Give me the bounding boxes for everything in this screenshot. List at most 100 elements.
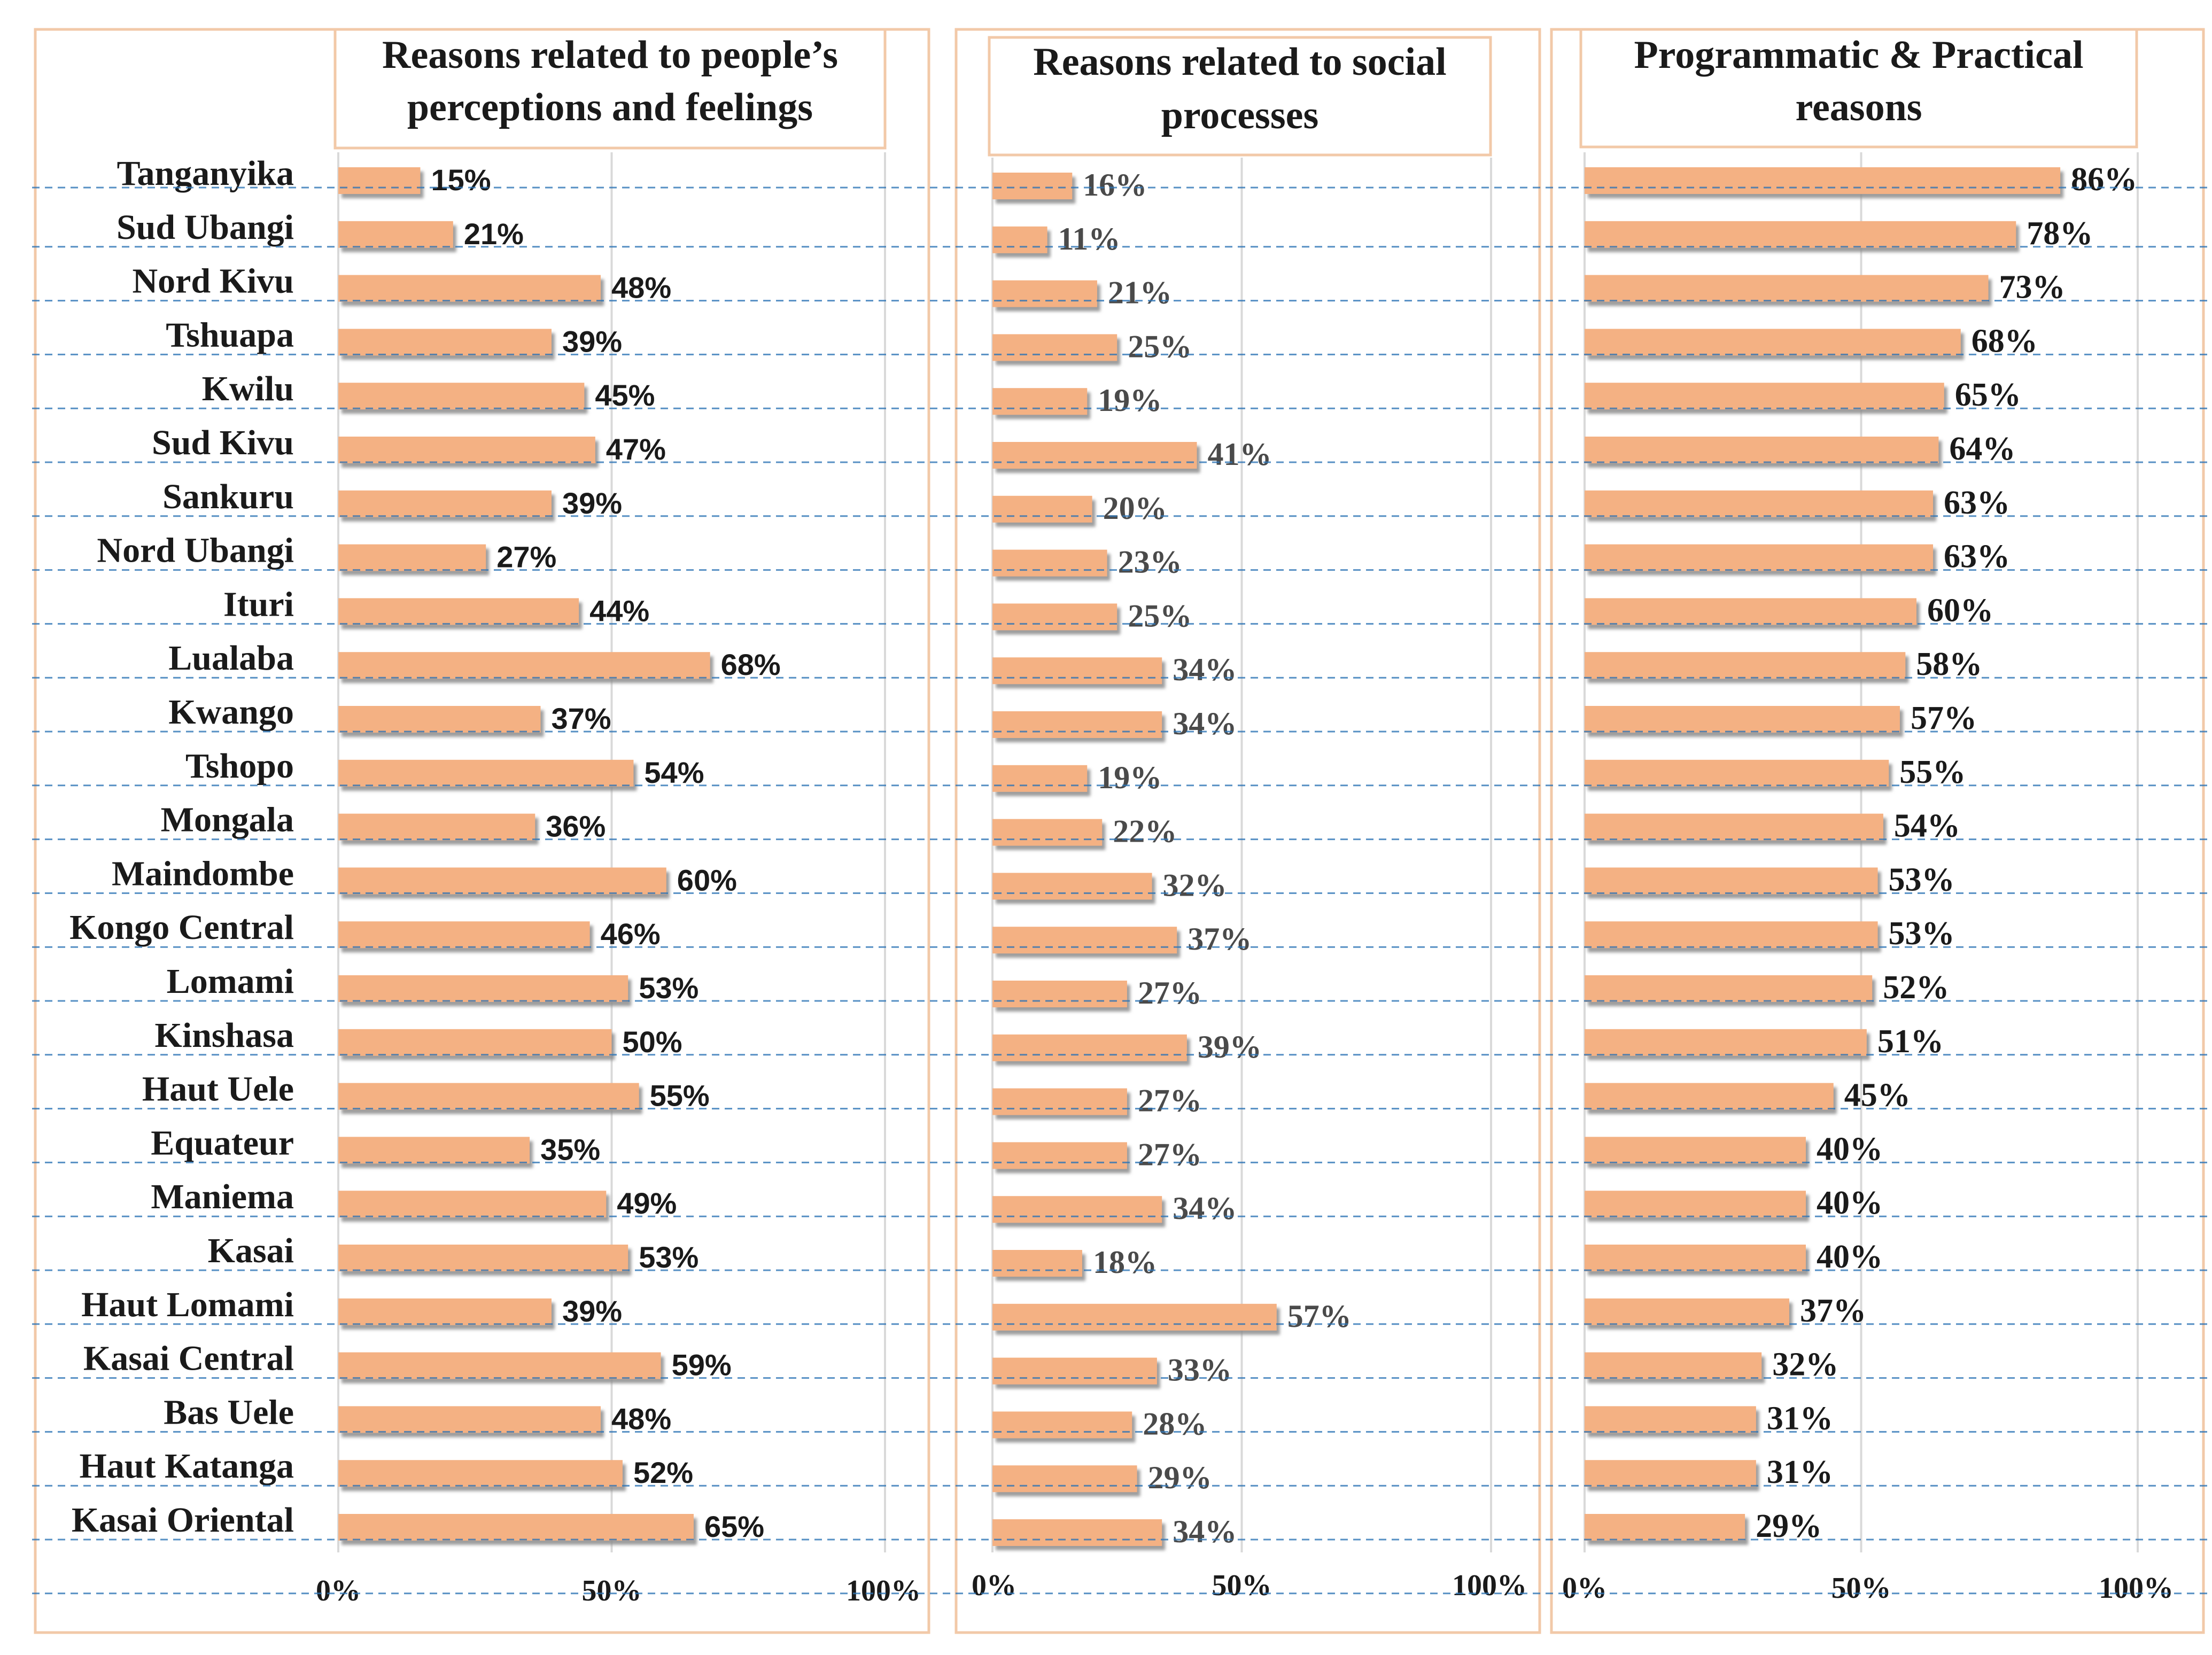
chart-title-line: processes: [1161, 94, 1319, 137]
bar-value-label: 16%: [1083, 167, 1147, 203]
bar: [992, 1034, 1187, 1061]
category-label: Nord Ubangi: [97, 531, 294, 570]
bar: [338, 867, 666, 895]
bar-value-label: 54%: [644, 756, 704, 789]
bar-value-label: 18%: [1093, 1245, 1157, 1280]
bar: [338, 1029, 612, 1056]
bar: [992, 873, 1152, 900]
bar: [338, 652, 710, 679]
bar: [338, 759, 634, 787]
bar-value-label: 41%: [1208, 437, 1272, 472]
bar-value-label: 25%: [1128, 329, 1192, 364]
bar: [1585, 921, 1878, 949]
bar-value-label: 29%: [1148, 1460, 1212, 1495]
bar: [1585, 1137, 1806, 1164]
bar: [338, 544, 486, 571]
bar-value-label: 36%: [546, 810, 606, 843]
category-label: Ituri: [223, 585, 294, 624]
bar-value-label: 47%: [606, 432, 666, 466]
chart-panel-3: Programmatic & Practical reasons 86% 78% 73%…: [1550, 28, 2205, 1634]
bar-value-label: 63%: [1944, 539, 2010, 575]
bar-value-label: 53%: [639, 1240, 698, 1274]
bar: [992, 442, 1197, 469]
bar-value-label: 39%: [562, 486, 622, 520]
category-label: Sud Kivu: [152, 423, 294, 462]
bar-value-label: 27%: [1138, 1137, 1202, 1172]
bar: [992, 1465, 1137, 1493]
bar: [1585, 975, 1873, 1002]
bar-value-label: 59%: [672, 1348, 732, 1382]
bar-value-label: 60%: [677, 863, 737, 897]
bar: [992, 1519, 1162, 1546]
bar-value-label: 11%: [1058, 221, 1121, 257]
panel-frame: [954, 28, 1541, 1634]
x-tick-label: 100%: [1452, 1569, 1527, 1602]
bar-value-label: 68%: [721, 648, 781, 681]
x-tick-label: 0%: [1562, 1572, 1607, 1605]
bar-value-label: 35%: [540, 1132, 600, 1166]
bar-value-label: 44%: [589, 594, 649, 627]
bar: [992, 226, 1047, 253]
bar: [338, 1406, 601, 1433]
bar: [1585, 759, 1889, 787]
category-label: Haut Uele: [142, 1070, 294, 1109]
bar: [992, 1303, 1277, 1331]
chart-title-line: Reasons related to people’s: [382, 33, 838, 77]
bar-value-label: 40%: [1817, 1185, 1883, 1221]
bar: [1585, 383, 1944, 410]
bar: [992, 173, 1073, 199]
x-tick-label: 50%: [582, 1574, 642, 1607]
category-label: Kasai Central: [83, 1339, 294, 1378]
bar-value-label: 48%: [611, 1402, 671, 1435]
bar-value-label: 25%: [1128, 598, 1192, 633]
bar-value-label: 34%: [1173, 1514, 1237, 1549]
chart-panel-1: Reasons related to people’s perceptions a…: [34, 28, 930, 1634]
category-label: Sankuru: [162, 477, 294, 516]
bar: [992, 388, 1088, 415]
bar-value-label: 52%: [1883, 969, 1949, 1006]
bar: [1585, 1352, 1762, 1379]
bar-value-label: 32%: [1772, 1347, 1838, 1383]
bar: [338, 598, 579, 625]
bar-value-label: 39%: [562, 324, 622, 358]
bar-value-label: 86%: [2071, 161, 2137, 198]
bar: [338, 1245, 628, 1271]
bar-value-label: 53%: [1889, 915, 1955, 952]
bar-value-label: 37%: [1800, 1293, 1866, 1329]
bar: [338, 921, 590, 949]
bar-value-label: 49%: [617, 1186, 677, 1220]
category-label: Sud Ubangi: [117, 208, 294, 247]
bar-value-label: 64%: [1949, 431, 2015, 467]
bar-value-label: 28%: [1143, 1406, 1207, 1441]
bar-value-label: 37%: [1188, 921, 1252, 957]
bar: [992, 1357, 1157, 1385]
category-label: Maindombe: [112, 854, 294, 893]
bar-value-label: 58%: [1916, 646, 1982, 682]
bar: [338, 383, 585, 410]
x-tick-label: 100%: [2099, 1572, 2174, 1605]
bar-value-label: 27%: [496, 540, 556, 574]
bar-value-label: 34%: [1173, 706, 1237, 741]
bar: [338, 221, 453, 248]
bar: [338, 813, 535, 841]
bar: [1585, 221, 2016, 248]
bar: [992, 1088, 1127, 1115]
category-label: Kasai Oriental: [72, 1501, 294, 1540]
bar-value-label: 22%: [1113, 814, 1177, 849]
bar: [338, 1460, 623, 1487]
bar: [338, 706, 541, 733]
bar: [1585, 1460, 1756, 1487]
category-label: Nord Kivu: [132, 262, 294, 301]
bar: [1585, 167, 2061, 194]
bar-value-label: 78%: [2027, 215, 2093, 252]
bar: [338, 1083, 639, 1110]
chart-title-line: Programmatic & Practical: [1634, 33, 2083, 77]
bar: [1585, 867, 1878, 895]
bar: [992, 549, 1107, 577]
chart-title-line: reasons: [1795, 86, 1922, 129]
bar-value-label: 45%: [595, 378, 655, 412]
bar: [338, 275, 601, 302]
bar: [992, 1196, 1162, 1223]
